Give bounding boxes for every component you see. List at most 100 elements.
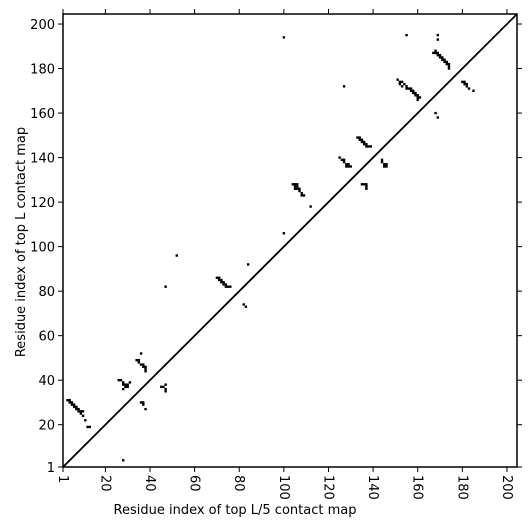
contact-point <box>159 385 163 389</box>
contact-point <box>215 276 219 279</box>
contact-point <box>345 165 348 168</box>
contact-point <box>365 143 368 146</box>
x-tick-label: 120 <box>320 475 335 500</box>
contact-point <box>124 385 127 389</box>
contact-point <box>342 158 346 162</box>
contact-point <box>447 65 451 68</box>
x-tick-label: 20 <box>97 475 112 492</box>
contact-point <box>434 111 437 115</box>
contact-point <box>445 62 448 66</box>
contact-point <box>338 156 341 159</box>
contact-point <box>122 459 125 462</box>
contact-point <box>142 363 145 366</box>
x-tick-label: 100 <box>276 475 291 500</box>
contact-point <box>224 283 228 286</box>
contact-point <box>362 140 366 144</box>
contact-point <box>441 56 444 59</box>
y-tick-label: 160 <box>30 107 55 122</box>
y-tick-label: 20 <box>38 419 55 434</box>
contact-point <box>164 383 167 386</box>
contact-point <box>340 158 344 162</box>
contact-point <box>220 278 223 282</box>
contact-point <box>296 185 299 188</box>
contact-point <box>222 281 225 284</box>
contact-point <box>124 383 127 386</box>
contact-point <box>414 91 417 95</box>
contact-point <box>443 60 446 64</box>
contact-point <box>347 163 350 166</box>
contact-point <box>122 383 125 386</box>
contact-point <box>362 183 366 186</box>
contact-point <box>175 254 178 257</box>
contact-point <box>396 78 399 81</box>
contact-point <box>282 36 286 39</box>
contact-point <box>300 191 303 195</box>
contact-point <box>436 116 440 119</box>
contact-point <box>436 53 440 57</box>
contact-point <box>438 56 442 59</box>
contact-point <box>296 183 299 186</box>
contact-point <box>342 85 346 88</box>
contact-point <box>447 62 451 66</box>
y-tick-label: 140 <box>30 152 55 167</box>
contact-point <box>68 399 71 402</box>
contact-point <box>385 163 388 166</box>
contact-point <box>309 205 312 208</box>
contact-point <box>434 51 437 55</box>
contact-point <box>122 381 125 384</box>
contact-point <box>122 387 125 391</box>
contact-point <box>436 33 440 37</box>
contact-point <box>434 49 437 52</box>
contact-point <box>293 187 297 190</box>
y-tick-label: 180 <box>30 63 55 78</box>
x-tick-label: 40 <box>142 475 157 492</box>
contact-point <box>79 410 83 413</box>
contact-point <box>345 163 348 166</box>
contact-point <box>360 183 364 186</box>
contact-point <box>164 285 167 288</box>
contact-point <box>380 160 384 164</box>
contact-point <box>142 403 145 406</box>
contact-point <box>293 185 297 188</box>
contact-point <box>365 185 368 188</box>
contact-point <box>347 165 350 168</box>
contact-point <box>119 378 123 382</box>
contact-point <box>447 67 451 70</box>
contact-point <box>441 58 444 61</box>
contact-point <box>72 403 76 406</box>
contact-point <box>217 278 221 282</box>
contact-point <box>75 405 78 409</box>
contact-point <box>164 387 167 391</box>
contact-point <box>465 85 469 88</box>
contact-point <box>282 232 286 235</box>
y-tick-label: 200 <box>30 18 55 33</box>
contact-point <box>356 136 359 139</box>
contact-point <box>416 96 419 99</box>
contact-point <box>79 412 83 415</box>
contact-point <box>164 390 167 393</box>
contact-point <box>349 165 352 168</box>
contact-point <box>467 87 471 90</box>
contact-point <box>365 145 368 148</box>
contact-point <box>367 145 370 148</box>
x-tick-label: 180 <box>454 475 469 500</box>
contact-point <box>365 187 368 190</box>
contact-point <box>70 403 74 406</box>
contact-point <box>88 425 91 429</box>
contact-point <box>369 145 373 148</box>
contact-point <box>298 187 301 190</box>
diagonal <box>62 13 518 468</box>
contact-point <box>81 410 85 413</box>
contact-point <box>298 189 301 193</box>
contact-point <box>436 38 440 41</box>
contact-point <box>222 283 225 286</box>
contact-point <box>126 383 129 386</box>
contact-point <box>436 51 440 55</box>
contact-point <box>224 285 228 288</box>
contact-point <box>142 365 145 369</box>
contact-point <box>226 285 230 288</box>
contact-point <box>463 80 466 84</box>
contact-point <box>405 85 408 88</box>
y-tick-label: 120 <box>30 196 55 211</box>
contact-point <box>142 401 145 404</box>
